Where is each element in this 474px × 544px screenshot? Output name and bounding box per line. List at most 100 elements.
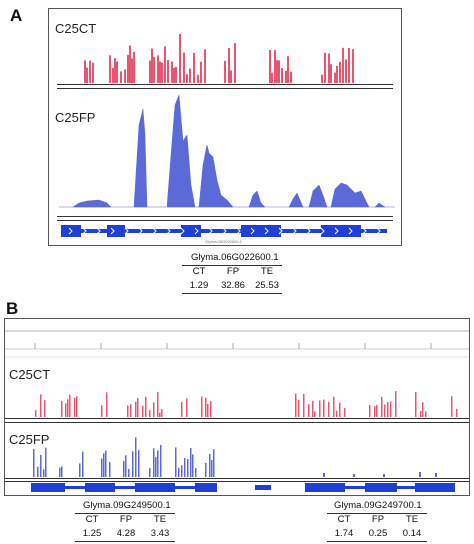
ct-read-bar (151, 48, 153, 83)
fp-read-bar (103, 453, 105, 477)
fp-read-bar (178, 467, 180, 477)
fp-read-bar (155, 457, 157, 477)
ct-read-bar (204, 49, 206, 83)
panel-b-right-header-ct: CT (337, 514, 351, 525)
ct-read-bar (281, 68, 283, 83)
fp-read-bar (175, 447, 177, 477)
fp-read-bar (213, 449, 215, 477)
ct-read-bar (189, 68, 191, 83)
fp-coverage-peak (248, 190, 266, 208)
ct-read-bar (451, 396, 453, 417)
gene-model-exon (321, 225, 361, 237)
panel-b-right-value-table: Glyma.09G249700.1 CT FP TE 1.74 0.25 0.1… (325, 500, 435, 544)
ct-read-bar (159, 412, 161, 417)
ct-read-bar (339, 402, 341, 417)
panel-b-separator-2 (5, 422, 469, 423)
ct-read-bar (129, 45, 131, 83)
panel-a-header-fp: FP (226, 266, 240, 277)
ct-read-bar (278, 60, 280, 83)
fp-read-bar (181, 465, 183, 477)
ct-read-bar (276, 60, 278, 83)
ct-read-bar (153, 402, 155, 417)
panel-b-left-header-ct: CT (85, 514, 99, 525)
fp-read-bar (132, 451, 134, 477)
panel-a-header-te: TE (260, 266, 274, 277)
gene-model-exon (305, 483, 345, 492)
panel-a-separator-4 (57, 220, 393, 221)
gene-model-exon (255, 485, 271, 490)
ct-read-bar (183, 52, 185, 83)
ct-read-bar (205, 397, 207, 417)
ct-read-bar (390, 401, 392, 417)
panel-a-value-table: Glyma.06G022600.1 CT FP TE 1.29 32.86 25… (180, 252, 290, 296)
ct-read-bar (334, 72, 336, 83)
strand-arrow-icon (376, 227, 381, 235)
ct-read-bar (92, 62, 94, 83)
ct-read-bar (67, 399, 69, 417)
panel-b-left-table-line-top (75, 513, 175, 514)
fp-coverage-peak (198, 144, 234, 208)
fp-coverage-peak (288, 192, 304, 208)
ct-read-bar (86, 67, 88, 83)
ct-read-bar (348, 48, 350, 83)
strand-arrow-icon (306, 227, 311, 235)
strand-arrow-icon (236, 227, 241, 235)
strand-arrow-icon (68, 227, 73, 235)
ct-read-bar (161, 62, 163, 83)
ct-read-bar (295, 393, 297, 417)
fp-read-bar (79, 463, 81, 477)
ct-read-bar (74, 397, 76, 417)
panel-b-right-value-ct: 1.74 (334, 528, 354, 539)
ct-read-bar (201, 396, 203, 417)
strand-arrow-icon (82, 227, 87, 235)
gene-model-exon (365, 483, 397, 492)
fp-read-bar (40, 454, 42, 477)
ct-read-bar (224, 60, 226, 83)
ct-read-bar (116, 61, 118, 83)
ct-read-bar (161, 409, 163, 417)
fp-read-bar (435, 473, 437, 477)
ct-read-bar (112, 67, 114, 83)
ct-read-bar (324, 52, 326, 83)
panel-b-letter: B (6, 299, 19, 318)
ct-read-bar (328, 401, 330, 417)
fp-read-bar (149, 468, 151, 477)
panel-b-left-table-line-bottom (75, 541, 175, 542)
ct-read-bar (65, 403, 67, 417)
ct-read-bar (285, 70, 287, 83)
panel-b-separator-1 (5, 418, 469, 419)
strand-arrow-icon (250, 227, 255, 235)
ct-read-bar (120, 71, 122, 83)
ct-read-bar (145, 396, 147, 417)
panel-b-separator-3 (5, 478, 469, 479)
gene-model-line (61, 229, 387, 233)
ct-read-bar (131, 58, 133, 83)
ct-read-bar (333, 396, 335, 417)
panel-b-right-table-line-bottom (327, 541, 427, 542)
ct-read-bar (384, 404, 386, 417)
panel-a-value-ct: 1.29 (189, 280, 209, 291)
fp-read-bar (192, 454, 194, 477)
panel-a-letter: A (10, 6, 23, 25)
ct-read-bar (352, 49, 354, 83)
ct-read-bar (200, 61, 202, 83)
panel-b-fp-track-label: C25FP (9, 432, 50, 447)
ct-read-bar (319, 400, 321, 417)
fp-coverage-peak (374, 202, 386, 208)
fp-read-bar (109, 462, 111, 477)
ct-read-bar (197, 74, 199, 83)
ct-read-bar (186, 398, 188, 417)
ct-read-bar (44, 400, 46, 417)
ct-read-bar (173, 67, 175, 83)
fp-coverage-peak (330, 182, 370, 208)
ct-read-bar (101, 405, 103, 417)
fp-read-bar (128, 468, 130, 477)
panel-b-ct-track (35, 391, 458, 417)
fp-read-bar (209, 453, 211, 477)
panel-b-right-table-line-top (327, 513, 427, 514)
ct-read-bar (210, 401, 212, 417)
panel-b-left-value-ct: 1.25 (82, 528, 102, 539)
fp-coverage-peak (308, 184, 328, 208)
ct-read-bar (127, 405, 129, 417)
strand-arrow-icon (152, 227, 157, 235)
